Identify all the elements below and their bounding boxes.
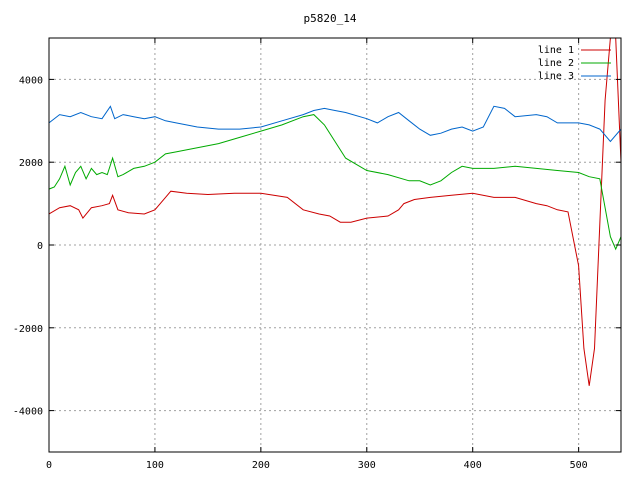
- y-tick-label: -4000: [13, 407, 43, 418]
- x-tick-label: 100: [146, 460, 164, 471]
- x-tick-label: 500: [570, 460, 588, 471]
- series-line-2: [49, 114, 621, 251]
- x-tick-label: 0: [46, 460, 52, 471]
- legend-label-2: line 2: [538, 58, 574, 69]
- y-tick-label: 0: [37, 241, 43, 252]
- x-tick-label: 400: [464, 460, 482, 471]
- chart-title: p5820_14: [304, 12, 357, 25]
- legend-label-3: line 3: [538, 71, 574, 82]
- y-tick-label: 4000: [19, 75, 43, 86]
- y-tick-label: -2000: [13, 324, 43, 335]
- series-line-1: [49, 38, 621, 386]
- y-tick-label: 2000: [19, 158, 43, 169]
- axis-ticks: 0 100 200 300 400 500 -4000 -2000 0 2000 4000: [13, 38, 621, 471]
- legend: line 1 line 2 line 3: [538, 45, 611, 82]
- series-line-3: [49, 105, 621, 143]
- legend-label-1: line 1: [538, 45, 574, 56]
- plot-area: [49, 38, 621, 386]
- grid: [49, 38, 621, 452]
- x-tick-label: 300: [358, 460, 376, 471]
- x-tick-label: 200: [252, 460, 270, 471]
